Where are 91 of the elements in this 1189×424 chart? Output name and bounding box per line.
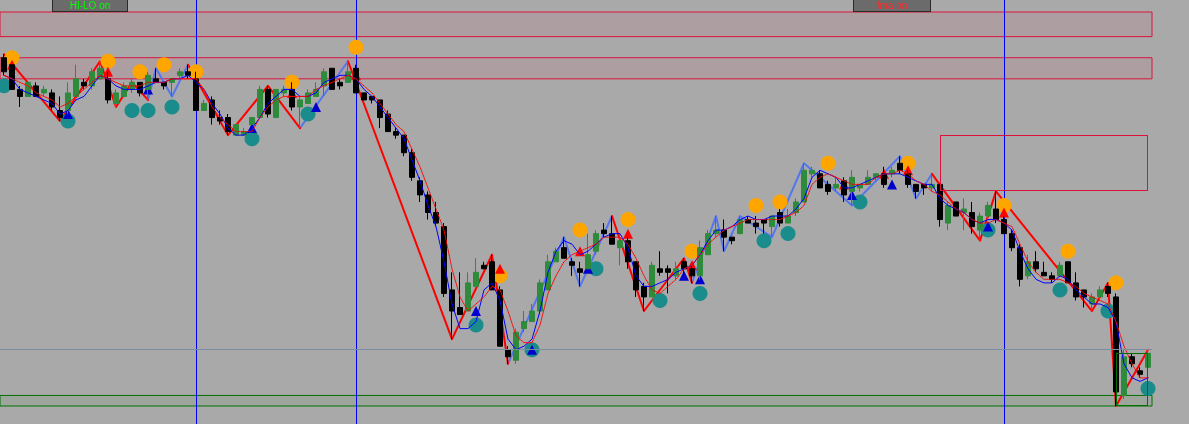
candlestick bbox=[505, 345, 511, 365]
candlestick bbox=[393, 127, 399, 140]
candlestick bbox=[465, 271, 471, 312]
point bbox=[156, 57, 172, 73]
candlestick bbox=[969, 201, 975, 235]
point bbox=[1052, 282, 1068, 298]
point bbox=[140, 103, 156, 118]
candlestick bbox=[1009, 229, 1015, 252]
candlestick bbox=[721, 219, 727, 252]
button: HI-LO on bbox=[52, 0, 128, 12]
candlestick bbox=[593, 229, 599, 256]
candlestick bbox=[1121, 349, 1127, 400]
point bbox=[679, 270, 689, 281]
candlestick bbox=[185, 64, 191, 80]
point bbox=[100, 53, 116, 69]
candlestick bbox=[297, 95, 303, 129]
candlestick bbox=[457, 271, 463, 316]
point bbox=[1060, 243, 1076, 259]
point bbox=[780, 226, 796, 242]
candlestick bbox=[913, 183, 919, 199]
candlestick bbox=[641, 282, 647, 312]
point bbox=[887, 179, 897, 190]
candlestick bbox=[809, 166, 815, 178]
candlestick bbox=[1137, 366, 1143, 379]
candlestick bbox=[41, 85, 47, 97]
candlestick bbox=[73, 64, 79, 101]
candlestick bbox=[473, 257, 479, 287]
point bbox=[820, 155, 836, 171]
point bbox=[572, 222, 588, 238]
candlestick bbox=[617, 233, 623, 266]
point bbox=[468, 317, 484, 333]
point bbox=[495, 263, 505, 274]
candlestick bbox=[649, 261, 655, 298]
candlestick bbox=[81, 78, 87, 90]
candlestick bbox=[1065, 261, 1071, 284]
candlestick bbox=[665, 264, 671, 294]
point bbox=[164, 99, 180, 115]
point bbox=[999, 207, 1009, 218]
point bbox=[623, 228, 633, 239]
point bbox=[772, 194, 788, 210]
point bbox=[311, 101, 321, 112]
point bbox=[620, 212, 636, 228]
candlestick bbox=[577, 261, 583, 287]
candlestick bbox=[1049, 271, 1055, 284]
candlestick bbox=[521, 310, 527, 333]
point bbox=[852, 194, 868, 210]
candlestick bbox=[257, 85, 263, 119]
candlestick bbox=[1105, 282, 1111, 298]
point bbox=[756, 233, 772, 249]
point bbox=[300, 106, 316, 122]
candlestick bbox=[825, 180, 831, 196]
candlestick bbox=[193, 71, 199, 111]
candlestick bbox=[1057, 261, 1063, 277]
point bbox=[748, 197, 764, 213]
candlestick bbox=[561, 236, 567, 259]
candlestick bbox=[177, 67, 183, 80]
point bbox=[692, 285, 708, 301]
candlestick bbox=[985, 201, 991, 221]
candlestick bbox=[481, 261, 487, 270]
candlestick bbox=[601, 222, 607, 238]
candlestick bbox=[1033, 250, 1039, 273]
point bbox=[1108, 275, 1124, 291]
button: fma on bbox=[853, 0, 931, 12]
candlestick bbox=[337, 78, 343, 90]
candlestick bbox=[785, 208, 791, 224]
candlestick bbox=[897, 155, 903, 175]
candlestick bbox=[153, 67, 159, 83]
candlestick bbox=[529, 303, 535, 323]
candlestick bbox=[1041, 261, 1047, 277]
point bbox=[132, 64, 148, 80]
candlestick bbox=[657, 250, 663, 277]
candlestick bbox=[169, 78, 175, 97]
candlestick bbox=[753, 215, 759, 235]
candlestick bbox=[113, 88, 119, 108]
candlestick bbox=[833, 176, 839, 192]
point bbox=[244, 131, 260, 147]
candlestick bbox=[201, 99, 207, 111]
point bbox=[695, 274, 705, 285]
candlestick bbox=[569, 257, 575, 277]
candlestick bbox=[1097, 285, 1103, 301]
candlestick bbox=[945, 201, 951, 231]
candlestick bbox=[729, 236, 735, 245]
candlestick bbox=[361, 92, 367, 101]
candlestick bbox=[17, 85, 23, 108]
candlestick bbox=[1, 53, 7, 76]
candlestick bbox=[961, 197, 967, 231]
point bbox=[284, 74, 300, 90]
point bbox=[348, 39, 364, 55]
point bbox=[652, 292, 668, 308]
point bbox=[124, 103, 140, 118]
candlestick bbox=[993, 190, 999, 224]
